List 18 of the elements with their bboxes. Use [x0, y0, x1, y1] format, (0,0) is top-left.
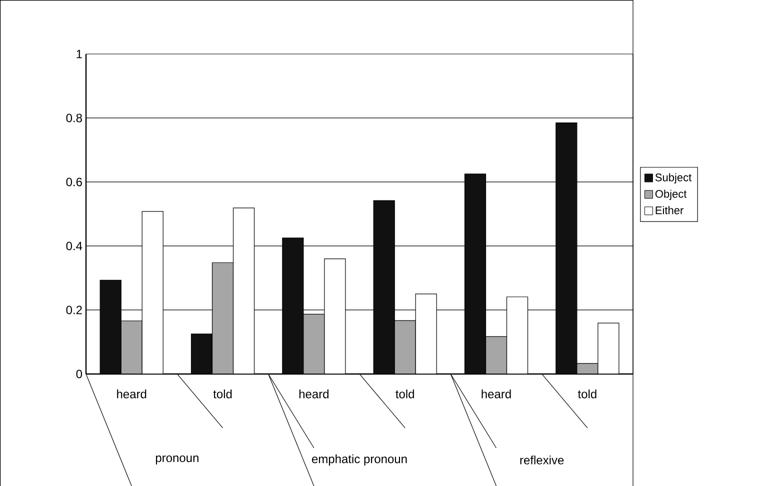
x-tick-label: heard	[299, 389, 328, 398]
y-tick-label: 0	[76, 370, 82, 378]
y-tick-label: 1	[76, 50, 82, 58]
x-tick-label: told	[213, 389, 232, 398]
legend-label: Subject	[655, 173, 692, 184]
x-tick-label: heard	[482, 389, 511, 398]
legend-label: Object	[655, 190, 687, 200]
x-tick-label: told	[396, 389, 414, 398]
y-tick-label: 0.6	[66, 178, 82, 186]
y-tick-label: 0.8	[66, 114, 82, 122]
text: pronoun	[156, 456, 198, 464]
legend-label: Either	[656, 206, 684, 214]
y-tick-label: 0.4	[66, 242, 82, 250]
y-tick-label: 0.2	[66, 306, 82, 314]
x-tick-label: told	[578, 389, 596, 398]
text: reflexive	[520, 456, 564, 464]
x-tick-label: heard	[117, 389, 146, 398]
text: emphatic pronoun	[312, 454, 407, 466]
